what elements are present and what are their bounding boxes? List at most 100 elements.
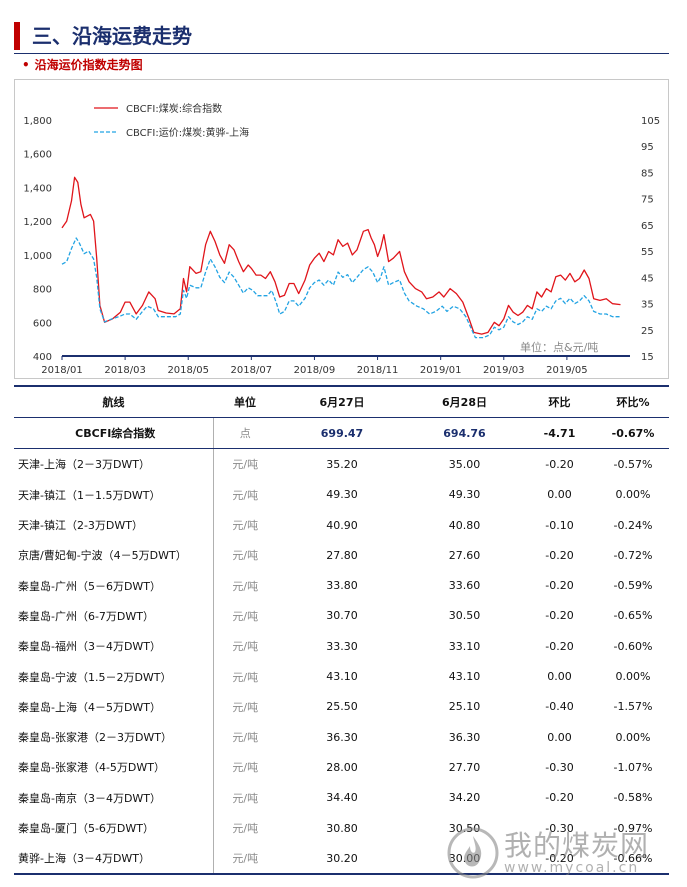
header-date-1: 6月27日	[277, 385, 407, 418]
right-tick-label: 85	[641, 168, 654, 179]
unit-cell: 元/吨	[212, 721, 277, 753]
unit-cell: 元/吨	[212, 691, 277, 722]
value-date-2-cell: 30.50	[448, 821, 481, 835]
right-tick-label: 55	[641, 247, 654, 258]
watermark-site-name: 我的煤炭网	[504, 829, 650, 862]
header-change-pct: 环比%	[597, 385, 669, 418]
flame-logo-icon	[447, 827, 499, 879]
value-date-1-cell: 30.80	[326, 821, 358, 835]
change-pct-cell: -1.07%	[613, 760, 653, 774]
value-date-2-cell: 27.60	[448, 548, 481, 562]
change-cell: -0.30	[545, 760, 574, 774]
table-header-row: 航线 单位 6月27日 6月28日 环比 环比%	[14, 385, 669, 418]
change-cell: -0.20	[545, 579, 574, 593]
change-cell: -0.20	[545, 791, 574, 805]
table-row: 秦皇岛-厦门（5-6万DWT） 元/吨 30.80 30.50 -0.30 -0…	[14, 812, 669, 844]
header-route: 航线	[14, 385, 213, 418]
watermark-url: www.mycoal.cn	[504, 860, 640, 876]
value-date-1-cell: 49.30	[326, 488, 358, 502]
route-cell: 秦皇岛-上海（4－5万DWT）	[18, 700, 162, 714]
route-cell: 天津-上海（2－3万DWT）	[18, 458, 151, 472]
unit-cell: 元/吨	[212, 479, 277, 510]
value-date-1-cell: 33.80	[326, 579, 358, 593]
title-divider	[14, 53, 669, 54]
value-date-2-cell: 33.60	[448, 579, 481, 593]
unit-cell: 元/吨	[212, 661, 277, 692]
left-tick-label: 1,600	[23, 150, 52, 161]
value-date-2-cell: 43.10	[448, 670, 481, 684]
value-date-2-cell: 34.20	[448, 791, 481, 805]
route-cell: 天津-镇江（2-3万DWT）	[18, 519, 144, 533]
value-date-1-cell: 34.40	[326, 791, 358, 805]
change-cell: -0.20	[522, 843, 597, 876]
right-tick-label: 65	[641, 221, 654, 232]
value-date-2-cell: 30.50	[448, 609, 481, 623]
change-cell: -0.20	[545, 609, 574, 623]
x-tick-label: 2018/05	[167, 365, 209, 376]
left-tick-label: 1,400	[23, 183, 52, 194]
header-unit: 单位	[213, 385, 277, 418]
route-cell: 秦皇岛-广州（6-7万DWT）	[18, 609, 155, 623]
change-pct-cell: 0.00%	[615, 670, 651, 684]
left-tick-label: 600	[33, 318, 52, 329]
left-tick-label: 800	[33, 285, 52, 296]
freight-table: 航线 单位 6月27日 6月28日 环比 环比% CBCFI综合指数 点 699…	[14, 385, 669, 876]
change-cell: -0.20	[545, 457, 574, 471]
change-cell: -0.20	[545, 639, 574, 653]
x-tick-label: 2018/09	[294, 365, 336, 376]
value-date-2-cell: 694.76	[407, 417, 522, 450]
table-row: 京唐/曹妃甸-宁波（4－5万DWT） 元/吨 27.80 27.60 -0.20…	[14, 540, 669, 571]
header-date-2: 6月28日	[407, 385, 522, 418]
value-date-2-cell: 36.30	[448, 730, 481, 744]
unit-cell: 元/吨	[212, 752, 277, 783]
x-tick-label: 2018/11	[357, 365, 399, 376]
left-axis: 1,800 1,600 1,400 1,200 1,000 800 600 400	[23, 116, 52, 363]
change-pct-cell: -0.59%	[613, 579, 653, 593]
chart-legend: CBCFI:煤炭:综合指数 CBCFI:运价:煤炭:黄骅-上海	[94, 102, 249, 139]
change-cell: -0.30	[545, 821, 574, 835]
series-line-coal-index	[61, 176, 621, 335]
change-pct-cell: 0.00%	[615, 488, 651, 502]
left-tick-label: 1,800	[23, 116, 52, 127]
route-cell: 秦皇岛-福州（3－4万DWT）	[18, 640, 162, 654]
route-cell: 秦皇岛-张家港（2－3万DWT）	[18, 731, 173, 745]
unit-cell: 元/吨	[212, 570, 277, 601]
table-row: 秦皇岛-宁波（1.5－2万DWT） 元/吨 43.10 43.10 0.00 0…	[14, 661, 669, 692]
value-date-1-cell: 33.30	[326, 639, 358, 653]
change-pct-cell: -0.57%	[613, 457, 653, 471]
change-pct-cell: -0.97%	[613, 821, 653, 835]
series-line-huanghua-shanghai	[61, 237, 621, 339]
table-row: 秦皇岛-张家港（4-5万DWT） 元/吨 28.00 27.70 -0.30 -…	[14, 752, 669, 783]
value-date-2-cell: 40.80	[448, 518, 481, 532]
table-row: 秦皇岛-张家港（2－3万DWT） 元/吨 36.30 36.30 0.00 0.…	[14, 721, 669, 753]
unit-cell: 元/吨	[212, 843, 277, 876]
value-date-2-cell: 27.70	[448, 760, 481, 774]
table-row: 秦皇岛-南京（3－4万DWT） 元/吨 34.40 34.20 -0.20 -0…	[14, 782, 669, 813]
right-tick-label: 15	[641, 352, 654, 363]
series-layer	[61, 176, 621, 339]
bullet-icon: •	[22, 58, 30, 72]
unit-cell: 元/吨	[212, 812, 277, 844]
change-pct-cell: -0.72%	[613, 548, 653, 562]
change-cell: 0.00	[547, 670, 572, 684]
site-watermark: 我的煤炭网 www.mycoal.cn	[446, 824, 678, 884]
table-row: 秦皇岛-广州（5－6万DWT） 元/吨 33.80 33.60 -0.20 -0…	[14, 570, 669, 601]
change-pct-cell: 0.00%	[615, 730, 651, 744]
value-date-1-cell: 36.30	[326, 730, 358, 744]
value-date-2-cell: 25.10	[448, 700, 481, 714]
value-date-1-cell: 28.00	[326, 760, 358, 774]
unit-cell: 元/吨	[212, 448, 277, 480]
chart-subtitle-text: 沿海运价指数走势图	[34, 58, 143, 72]
change-cell: -4.71	[522, 417, 597, 450]
route-cell: 秦皇岛-宁波（1.5－2万DWT）	[18, 670, 172, 684]
value-date-1-cell: 30.70	[326, 609, 358, 623]
route-cell: 京唐/曹妃甸-宁波（4－5万DWT）	[18, 549, 187, 563]
left-tick-label: 400	[33, 352, 52, 363]
value-date-2-cell: 33.10	[448, 639, 481, 653]
change-pct-cell: -0.58%	[613, 791, 653, 805]
chart-subtitle: • 沿海运价指数走势图	[22, 58, 143, 72]
unit-note: 单位：点&元/吨	[520, 341, 599, 354]
value-date-1-cell: 699.47	[277, 417, 407, 450]
change-pct-cell: -0.24%	[613, 518, 653, 532]
legend-label-huanghua-shanghai: CBCFI:运价:煤炭:黄骅-上海	[126, 126, 249, 139]
